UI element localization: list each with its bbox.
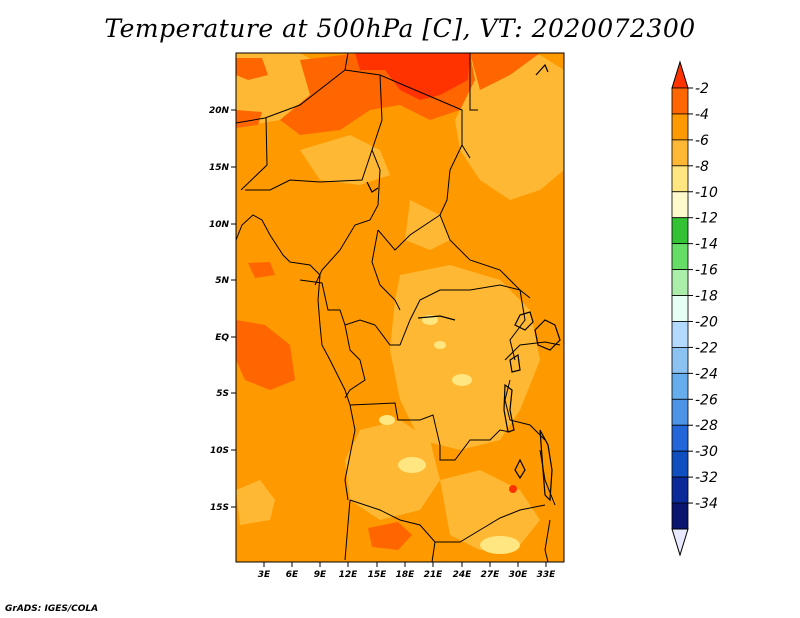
lat-label: 5S — [216, 389, 229, 399]
lat-label: 15N — [209, 163, 230, 173]
colorbar-label: -16 — [695, 263, 718, 279]
lat-label: 20N — [209, 106, 230, 116]
lat-label: 10N — [209, 220, 230, 230]
lakes — [366, 63, 561, 502]
lon-label: 6E — [286, 570, 299, 580]
colorbar-cell — [671, 165, 689, 193]
colorbar-cell — [671, 139, 689, 167]
colorbar-label: -8 — [695, 159, 709, 175]
colorbar-bottom-arrow — [671, 528, 689, 557]
colorbar-cell — [671, 398, 689, 426]
lat-axis: 20N 15N 10N 5N EQ 5S 10S 15S — [209, 106, 236, 513]
colorbar-cells — [671, 87, 689, 530]
lon-label: 18E — [396, 570, 416, 580]
colorbar-cell — [671, 243, 689, 270]
colorbar-cell — [671, 424, 689, 452]
colorbar-cell — [671, 113, 689, 141]
coastline — [235, 214, 356, 501]
warm-field-lighter — [236, 53, 564, 550]
lat-label: 15S — [210, 503, 229, 513]
colorbar-cell — [671, 372, 689, 400]
lon-label: 27E — [481, 570, 501, 580]
warm-field-pale — [379, 315, 520, 554]
lon-label: 21E — [424, 570, 444, 580]
colorbar-label: -24 — [695, 366, 718, 382]
warm-field-darkest — [355, 53, 517, 493]
lon-label: 33E — [537, 570, 557, 580]
colorbar-label: -28 — [695, 418, 718, 434]
colorbar-top-arrow — [671, 60, 689, 89]
colorbar-cell — [671, 476, 689, 504]
colorbar-label: -26 — [695, 392, 718, 408]
lon-label: 3E — [258, 570, 271, 580]
lat-label: 10S — [210, 446, 229, 456]
lon-label: 15E — [368, 570, 388, 580]
lat-tick-marks — [231, 109, 236, 508]
country-borders — [235, 52, 561, 563]
colorbar-label: -22 — [695, 340, 718, 356]
lon-tick-marks — [263, 562, 547, 567]
colorbar-labels: -2 -4 -6 -8 -10 -12 -14 -16 -18 -20 -22 -24 -26 -28 -3… — [688, 81, 718, 512]
colorbar-label: -20 — [695, 314, 718, 330]
colorbar-cell — [671, 217, 689, 245]
colorbar-label: -12 — [695, 211, 718, 227]
lon-axis: 3E 6E 9E 12E 15E 18E 21E 24E 27E 30E 33E — [258, 562, 556, 580]
colorbar-label: -18 — [695, 289, 718, 305]
colorbar-cell — [671, 321, 689, 348]
map-frame — [235, 52, 565, 563]
credit-text: GrADS: IGES/COLA — [5, 604, 99, 614]
lon-label: 30E — [509, 570, 529, 580]
colorbar-label: -14 — [695, 237, 718, 253]
colorbar-cell — [671, 87, 689, 115]
map-panel — [235, 52, 565, 563]
lon-label: 12E — [339, 570, 359, 580]
colorbar-label: -4 — [695, 107, 709, 123]
lat-label: EQ — [215, 333, 229, 343]
lon-label: 9E — [314, 570, 327, 580]
colorbar-cell — [671, 347, 689, 374]
lat-label: 5N — [215, 276, 229, 286]
colorbar-label: -6 — [695, 133, 709, 149]
colorbar-cell — [671, 502, 689, 530]
map-title: Temperature at 500hPa [C], VT: 202007230… — [104, 14, 696, 43]
colorbar: -2 -4 -6 -8 -10 -12 -14 -16 -18 -20 -22 -24 -26 -28 -3… — [671, 60, 718, 557]
colorbar-label: -30 — [695, 444, 718, 460]
colorbar-label: -34 — [695, 496, 718, 512]
colorbar-cell — [671, 269, 689, 296]
colorbar-cell — [671, 295, 689, 322]
colorbar-label: -32 — [695, 470, 718, 486]
lon-label: 24E — [453, 570, 473, 580]
colorbar-label: -10 — [695, 185, 718, 201]
colorbar-cell — [671, 191, 689, 219]
colorbar-label: -2 — [695, 81, 709, 97]
colorbar-cell — [671, 450, 689, 478]
